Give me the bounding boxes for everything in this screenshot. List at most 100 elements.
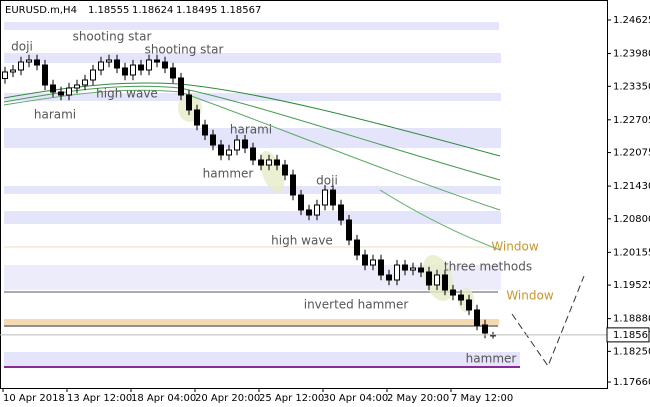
candle-body	[58, 91, 64, 96]
zone	[4, 22, 499, 30]
y-tick-label: 1.20155	[613, 247, 650, 258]
annotation: high wave	[271, 234, 333, 248]
x-tick-label: 2 May 20:00	[387, 393, 449, 404]
zone	[4, 319, 499, 325]
header-open: 1.18555	[88, 5, 129, 16]
candle-body	[394, 264, 400, 281]
y-tick-label: 1.19525	[613, 280, 650, 291]
annotation: doji	[11, 40, 33, 54]
zone	[4, 352, 520, 366]
candle-body	[106, 59, 112, 63]
x-tick-label: 13 Apr 12:00	[67, 393, 132, 404]
candle-body	[194, 109, 200, 126]
plot-frame	[0, 0, 608, 389]
annotation: hammer	[466, 352, 517, 366]
candle-body	[282, 164, 288, 176]
candle-body	[482, 324, 488, 334]
annotation: doji	[316, 174, 338, 188]
x-tick-label: 20 Apr 20:00	[195, 393, 260, 404]
candle-body	[202, 124, 208, 136]
candle-body	[274, 159, 280, 166]
annotation: Window	[491, 240, 539, 254]
candle-body	[354, 239, 360, 256]
candle-body	[458, 294, 464, 301]
ma-line	[379, 189, 501, 251]
candle-body	[42, 64, 48, 86]
candle-body	[130, 64, 136, 76]
candle-body	[322, 189, 328, 206]
x-tick-label: 10 Apr 2018	[3, 393, 65, 404]
candles	[2, 54, 496, 339]
candle-body	[234, 139, 240, 151]
candle-body	[10, 69, 16, 73]
candle-body	[346, 219, 352, 241]
candle-body	[338, 204, 344, 221]
candle-body	[362, 254, 368, 266]
candle-body	[450, 289, 456, 296]
annotation: shooting star	[73, 30, 152, 44]
candle-body	[170, 67, 176, 79]
y-tick-label: 1.18250	[613, 346, 650, 357]
x-tick-label: 30 Apr 04:00	[323, 393, 388, 404]
header-high: 1.18624	[132, 5, 173, 16]
y-tick-label: 1.18880	[613, 314, 650, 325]
candle-body	[178, 77, 184, 96]
candle-body	[426, 271, 432, 286]
candle-body	[114, 59, 120, 69]
zone	[4, 186, 501, 194]
y-tick-label: 1.21430	[613, 181, 650, 192]
candle-body	[154, 59, 160, 63]
candle-body	[2, 71, 8, 79]
candle-body	[26, 59, 32, 63]
candle-body	[266, 159, 272, 166]
annotation: shooting star	[145, 43, 224, 57]
candle-body	[138, 64, 144, 71]
annotation: Window	[506, 289, 554, 303]
candle-body	[146, 59, 152, 71]
candle-body	[50, 84, 56, 93]
annotation: harami	[34, 108, 76, 122]
candle-body	[370, 259, 376, 266]
x-tick-label: 25 Apr 12:00	[259, 393, 324, 404]
annotation: three methods	[444, 260, 532, 274]
candle-body	[378, 259, 384, 276]
zone	[4, 53, 501, 63]
candle-body	[226, 149, 232, 156]
candle-body	[74, 84, 80, 89]
zone	[4, 211, 501, 224]
candle-body	[18, 61, 24, 71]
candle-body	[242, 139, 248, 149]
candle-body	[66, 87, 72, 96]
candle-body	[434, 274, 440, 286]
candle-body	[250, 147, 256, 161]
zones	[4, 22, 520, 366]
y-tick-label: 1.17660	[613, 377, 650, 388]
candle-body	[314, 204, 320, 216]
price-label-box	[606, 327, 650, 343]
candle-body	[306, 209, 312, 216]
annotation: hammer	[203, 167, 254, 181]
y-tick-label: 1.23350	[613, 81, 650, 92]
candle-body	[402, 264, 408, 271]
y-tick-label: 1.22075	[613, 148, 650, 159]
zone	[4, 93, 501, 101]
candle-body	[290, 174, 296, 196]
candle-body	[90, 69, 96, 81]
y-tick-label: 1.20800	[613, 214, 650, 225]
annotation: high wave	[96, 87, 158, 101]
candle-body	[258, 159, 264, 166]
candle-body	[418, 267, 424, 273]
annotation: harami	[230, 123, 272, 137]
header-low: 1.18495	[176, 5, 217, 16]
candle-body	[386, 274, 392, 281]
candle-body	[474, 309, 480, 326]
x-tick-label: 7 May 12:00	[451, 393, 513, 404]
header-close: 1.18567	[220, 5, 261, 16]
candle-body	[122, 67, 128, 76]
forecast	[511, 275, 585, 368]
y-tick-label: 1.22705	[613, 115, 650, 126]
candle-body	[210, 134, 216, 146]
candle-body	[162, 61, 168, 69]
annotation: inverted hammer	[304, 298, 409, 312]
